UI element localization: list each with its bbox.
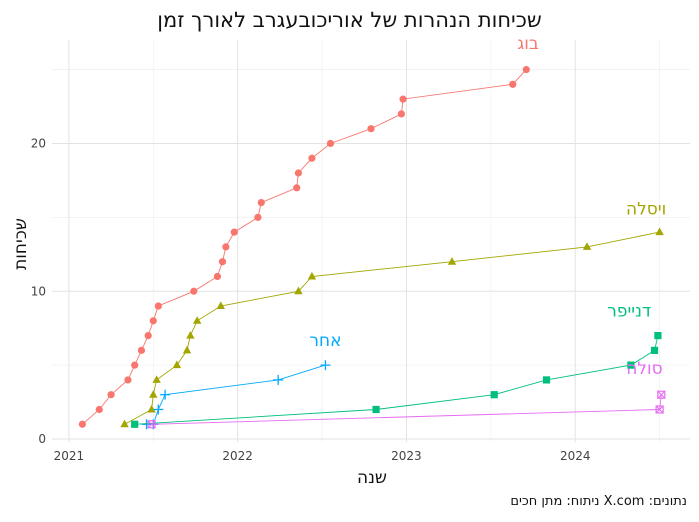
data-point bbox=[144, 331, 152, 340]
series-label: סולה bbox=[626, 359, 662, 379]
series-3 bbox=[131, 331, 662, 428]
data-point bbox=[149, 390, 158, 398]
data-point bbox=[522, 65, 530, 74]
data-point bbox=[657, 390, 666, 399]
data-point bbox=[149, 317, 157, 325]
data-point bbox=[147, 420, 156, 429]
series-label: דנייפר bbox=[607, 301, 651, 321]
series-label: ויסלה bbox=[626, 199, 666, 219]
data-point bbox=[131, 361, 139, 369]
data-point bbox=[294, 286, 303, 295]
series-0 bbox=[78, 65, 530, 428]
data-point bbox=[107, 391, 115, 399]
chart-title: שכיחות הנהרות של אוריכובעגרב לאורך זמן bbox=[157, 8, 542, 32]
series-line bbox=[82, 69, 527, 425]
data-point bbox=[655, 405, 664, 414]
x-tick-label: 2024 bbox=[560, 449, 591, 463]
data-point bbox=[147, 404, 156, 413]
data-point bbox=[95, 405, 103, 414]
data-point bbox=[372, 405, 380, 414]
data-point bbox=[120, 419, 129, 428]
data-point bbox=[154, 302, 162, 310]
data-point bbox=[655, 227, 664, 236]
data-point bbox=[222, 243, 230, 251]
data-point bbox=[216, 301, 225, 310]
data-point bbox=[172, 360, 182, 369]
x-tick-label: 2021 bbox=[54, 449, 85, 463]
data-point bbox=[78, 420, 86, 428]
tick-labels: 2021 2022 2023 2024 0 10 20 bbox=[31, 136, 591, 463]
data-point bbox=[273, 374, 284, 385]
data-point-box bbox=[655, 405, 664, 414]
y-tick-label: 0 bbox=[38, 432, 46, 446]
data-point-stroke bbox=[655, 405, 664, 414]
data-point bbox=[257, 198, 265, 207]
series-line bbox=[146, 364, 326, 425]
data-point bbox=[254, 213, 262, 221]
data-point bbox=[627, 361, 635, 369]
data-point bbox=[447, 257, 457, 265]
data-point bbox=[213, 272, 222, 281]
data-point-box bbox=[147, 420, 156, 429]
data-point-stroke bbox=[147, 420, 156, 429]
data-point bbox=[509, 80, 517, 88]
data-point bbox=[153, 404, 164, 415]
data-point bbox=[131, 420, 139, 428]
chart-caption: נתונים: X.com ניתוח: מתן חכים bbox=[510, 494, 687, 509]
data-point bbox=[367, 125, 375, 133]
data-point bbox=[490, 391, 498, 399]
data-point-box bbox=[657, 390, 666, 399]
data-point bbox=[192, 316, 202, 324]
y-axis-title: שכיחות bbox=[11, 218, 31, 270]
series-4 bbox=[147, 390, 666, 429]
data-point-stroke bbox=[657, 390, 666, 399]
data-point bbox=[294, 169, 303, 177]
series-1 bbox=[120, 227, 664, 428]
series-line bbox=[134, 335, 659, 425]
series-labels: בוג ויסלה אחר דנייפר סולה bbox=[309, 34, 666, 379]
data-point bbox=[160, 389, 171, 400]
data-point bbox=[320, 360, 331, 371]
data-point bbox=[124, 376, 132, 384]
data-point bbox=[654, 331, 662, 340]
y-tick-label: 20 bbox=[31, 136, 46, 150]
data-point bbox=[137, 346, 146, 354]
data-point bbox=[650, 346, 659, 354]
data-point bbox=[542, 376, 551, 384]
data-point bbox=[582, 242, 592, 250]
data-point bbox=[307, 271, 317, 280]
series-layer bbox=[78, 65, 666, 430]
data-point bbox=[230, 228, 238, 236]
y-tick-label: 10 bbox=[31, 284, 46, 298]
data-point bbox=[182, 345, 192, 354]
data-point bbox=[326, 139, 335, 148]
x-tick-label: 2022 bbox=[222, 449, 253, 463]
data-point bbox=[190, 287, 198, 295]
grid bbox=[52, 40, 690, 442]
data-point bbox=[218, 258, 227, 266]
data-point bbox=[308, 154, 316, 162]
series-line bbox=[124, 231, 660, 425]
data-point bbox=[186, 330, 195, 339]
data-point bbox=[399, 95, 407, 103]
x-axis-title: שנה bbox=[357, 468, 387, 488]
data-point bbox=[397, 110, 405, 118]
series-label: בוג bbox=[517, 34, 539, 54]
data-point bbox=[152, 375, 161, 383]
series-label: אחר bbox=[309, 331, 341, 351]
x-tick-label: 2023 bbox=[391, 449, 422, 463]
data-point bbox=[293, 184, 301, 192]
